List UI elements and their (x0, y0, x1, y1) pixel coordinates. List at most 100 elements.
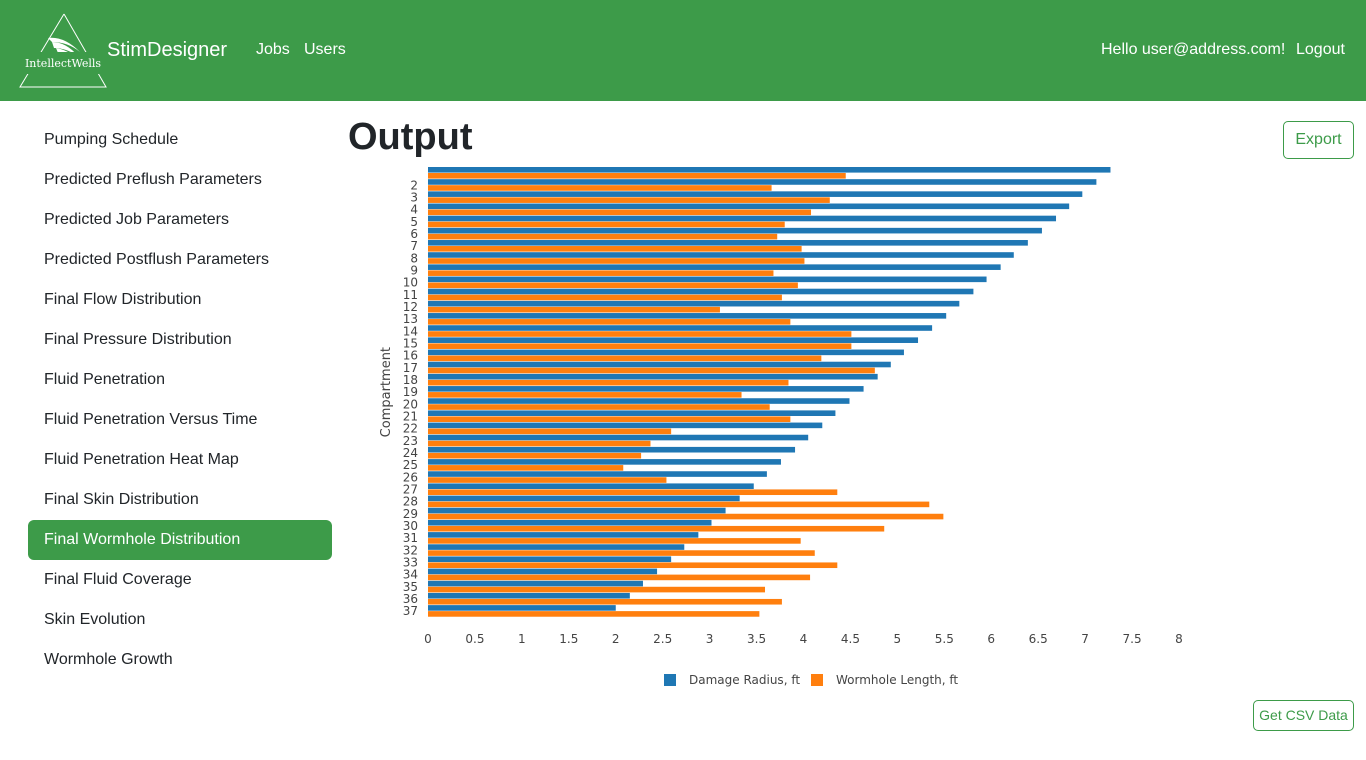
bar-wormhole-length-31 (428, 538, 801, 544)
x-tick-label: 7.5 (1123, 632, 1142, 646)
x-tick-label: 7 (1081, 632, 1089, 646)
bar-wormhole-length-34 (428, 574, 811, 581)
logo-text: IntellectWells (25, 57, 101, 70)
bar-damage-radius-18 (428, 373, 878, 380)
bar-wormhole-length-1 (428, 173, 846, 179)
bar-wormhole-length-26 (428, 477, 667, 483)
bar-wormhole-length-17 (428, 367, 875, 374)
y-tick-label: 37 (403, 604, 418, 618)
sidebar-item-final-wormhole-distribution[interactable]: Final Wormhole Distribution (28, 520, 332, 560)
intellectwells-logo[interactable]: IntellectWells (18, 12, 110, 90)
sidebar-item-skin-evolution[interactable]: Skin Evolution (44, 611, 146, 628)
bar-damage-radius-10 (428, 276, 987, 283)
bar-wormhole-length-28 (428, 501, 930, 508)
bar-wormhole-length-16 (428, 355, 822, 362)
wormhole-distribution-chart: 2345678910111213141516171819202122232425… (379, 167, 1183, 687)
y-tick-label: 14 (403, 324, 418, 338)
bar-wormhole-length-4 (428, 209, 812, 216)
bar-damage-radius-36 (428, 592, 630, 599)
bar-damage-radius-5 (428, 215, 1057, 222)
legend-label-wormhole-length: Wormhole Length, ft (836, 673, 958, 687)
bar-damage-radius-9 (428, 264, 1001, 270)
bar-damage-radius-27 (428, 483, 754, 490)
bar-damage-radius-22 (428, 422, 823, 429)
sidebar-item-fluid-penetration-heat-map[interactable]: Fluid Penetration Heat Map (44, 451, 239, 468)
sidebar-item-final-pressure-distribution[interactable]: Final Pressure Distribution (44, 331, 232, 348)
sidebar-item-predicted-job-parameters[interactable]: Predicted Job Parameters (44, 211, 229, 228)
y-tick-label: 17 (403, 361, 418, 375)
y-tick-label: 34 (403, 568, 418, 582)
legend-swatch-damage-radius (664, 674, 676, 686)
brand-name[interactable]: StimDesigner (107, 39, 228, 61)
x-tick-label: 6.5 (1029, 632, 1048, 646)
bar-damage-radius-30 (428, 519, 712, 526)
y-tick-label: 19 (403, 385, 418, 399)
y-tick-label: 5 (410, 215, 418, 229)
page-title: Output (348, 116, 473, 158)
export-button[interactable]: Export (1283, 121, 1354, 159)
bar-wormhole-length-13 (428, 319, 791, 325)
bar-wormhole-length-19 (428, 392, 742, 398)
bar-wormhole-length-30 (428, 525, 885, 532)
y-tick-label: 24 (403, 446, 418, 460)
x-tick-label: 8 (1175, 632, 1183, 646)
bar-wormhole-length-20 (428, 404, 770, 410)
bar-damage-radius-3 (428, 191, 1083, 197)
y-tick-label: 21 (403, 409, 418, 423)
bar-damage-radius-23 (428, 434, 809, 441)
bar-damage-radius-28 (428, 495, 740, 502)
x-tick-label: 1 (518, 632, 526, 646)
bar-wormhole-length-3 (428, 197, 830, 203)
bar-wormhole-length-22 (428, 428, 672, 435)
sidebar-item-predicted-postflush-parameters[interactable]: Predicted Postflush Parameters (44, 251, 269, 268)
y-tick-label: 22 (403, 422, 418, 436)
bar-wormhole-length-21 (428, 416, 791, 422)
bar-damage-radius-7 (428, 240, 1028, 246)
y-axis-title: Compartment (379, 347, 394, 437)
bar-wormhole-length-27 (428, 489, 838, 496)
bar-damage-radius-31 (428, 532, 699, 538)
y-tick-label: 4 (410, 203, 418, 217)
bar-wormhole-length-12 (428, 306, 720, 313)
y-tick-label: 35 (403, 580, 418, 594)
bar-damage-radius-34 (428, 568, 658, 575)
x-tick-label: 4.5 (841, 632, 860, 646)
sidebar-item-fluid-penetration[interactable]: Fluid Penetration (44, 371, 165, 388)
y-tick-label: 11 (403, 288, 418, 302)
sidebar-item-wormhole-growth[interactable]: Wormhole Growth (44, 651, 173, 668)
bar-damage-radius-15 (428, 337, 919, 343)
bar-damage-radius-29 (428, 507, 726, 514)
y-tick-label: 36 (403, 592, 418, 606)
bar-wormhole-length-6 (428, 233, 778, 240)
get-csv-data-button[interactable]: Get CSV Data (1253, 700, 1354, 731)
y-tick-label: 25 (403, 458, 418, 472)
sidebar-item-final-skin-distribution[interactable]: Final Skin Distribution (44, 491, 199, 508)
nav-users-link[interactable]: Users (304, 41, 346, 58)
bar-damage-radius-13 (428, 313, 947, 319)
sidebar-menu: Pumping Schedule Predicted Preflush Para… (28, 120, 332, 680)
bar-wormhole-length-37 (428, 611, 760, 617)
x-tick-label: 2 (612, 632, 620, 646)
bar-damage-radius-26 (428, 471, 767, 477)
x-tick-label: 3 (706, 632, 714, 646)
sidebar-item-predicted-preflush-parameters[interactable]: Predicted Preflush Parameters (44, 171, 262, 188)
sidebar-item-pumping-schedule[interactable]: Pumping Schedule (44, 131, 179, 148)
legend-swatch-wormhole-length (811, 674, 823, 686)
sidebar-item-fluid-penetration-versus-time[interactable]: Fluid Penetration Versus Time (44, 411, 258, 428)
sidebar-item-final-flow-distribution[interactable]: Final Flow Distribution (44, 291, 202, 308)
bar-damage-radius-21 (428, 410, 836, 416)
y-tick-label: 9 (410, 263, 418, 277)
bar-damage-radius-6 (428, 227, 1042, 234)
bar-damage-radius-19 (428, 386, 864, 392)
logout-link[interactable]: Logout (1296, 41, 1345, 58)
y-tick-label: 31 (403, 531, 418, 545)
x-tick-label: 3.5 (747, 632, 766, 646)
y-tick-label: 13 (403, 312, 418, 326)
sidebar-item-final-fluid-coverage[interactable]: Final Fluid Coverage (44, 571, 192, 588)
bar-damage-radius-2 (428, 179, 1097, 185)
x-tick-label: 6 (987, 632, 995, 646)
y-tick-label: 15 (403, 336, 418, 350)
nav-jobs-link[interactable]: Jobs (256, 41, 290, 58)
y-tick-label: 10 (403, 276, 418, 290)
bar-wormhole-length-14 (428, 331, 852, 337)
